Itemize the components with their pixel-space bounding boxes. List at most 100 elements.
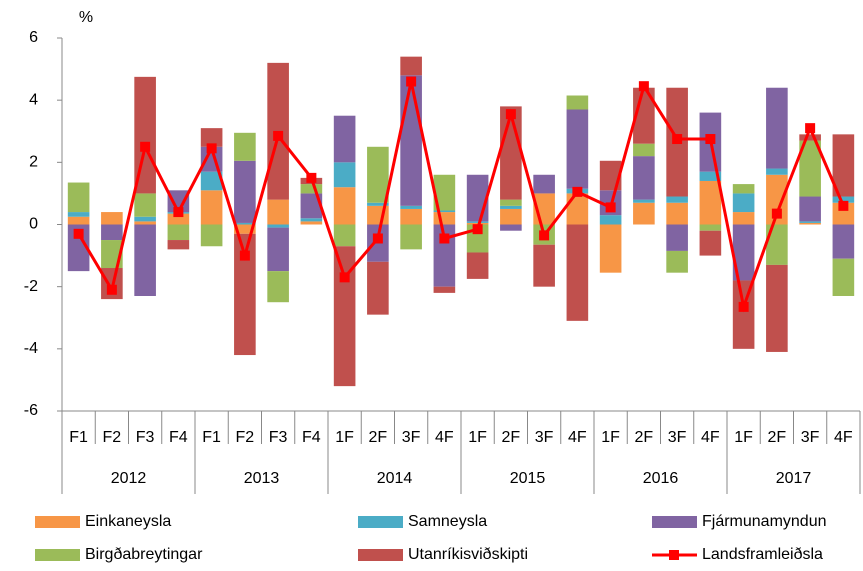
bar [167,190,190,213]
line-marker [672,134,683,145]
legend-label: Samneysla [408,513,487,530]
x-tick-label: F1 [69,429,88,446]
bar [433,212,456,225]
x-tick-label: 3F [801,429,820,446]
legend-swatch [652,516,697,528]
bar [832,134,855,197]
line-marker [638,81,649,92]
x-group-label: 2013 [244,470,280,487]
x-tick-label: 3F [402,429,421,446]
x-tick-label: 1F [468,429,487,446]
line-marker [605,202,616,213]
line-marker [805,123,816,134]
line-marker [838,200,849,211]
bar [333,187,356,225]
x-tick-label: F3 [136,429,155,446]
x-tick-label: 4F [568,429,587,446]
bar [699,224,722,231]
bar [367,146,389,203]
line-marker [306,172,317,183]
x-tick-label: 4F [435,429,454,446]
legend-swatch [35,516,80,528]
line-marker [738,301,749,312]
bar [200,171,223,191]
bar [134,193,156,217]
bar [333,115,356,163]
legend-swatch [669,550,679,560]
bar [67,212,90,217]
legend-swatch [358,549,403,561]
legend-swatch [35,549,80,561]
y-tick-label: 2 [29,154,38,171]
bar [466,252,489,279]
bar [134,216,156,222]
legend-label: Utanríkisviðskipti [408,546,528,563]
bar [234,222,256,225]
bar [566,193,589,225]
bar [633,143,655,157]
bar [799,140,821,197]
bar [167,213,190,225]
bar [699,171,722,181]
bar [234,132,256,161]
y-axis-label: % [79,9,93,26]
line-marker [439,233,450,244]
bar [167,224,190,241]
legend-swatch [358,516,403,528]
bar [699,230,722,256]
bar [533,174,555,194]
bar [433,224,456,287]
legend-label: Birgðabreytingar [85,546,203,563]
bar [433,286,456,293]
bar [400,224,422,250]
bar [400,208,422,225]
x-group-label: 2017 [776,470,812,487]
bar [799,196,821,222]
bar [67,216,90,225]
bar [799,221,821,223]
line-marker [771,208,782,219]
line-marker [273,130,284,141]
x-tick-label: 2F [369,429,388,446]
x-tick-label: F2 [103,429,122,446]
bar [500,208,522,225]
bar [832,258,855,296]
bar [400,75,422,206]
line-marker [239,250,250,261]
bar [400,205,422,209]
bar [766,224,788,265]
x-tick-label: 3F [535,429,554,446]
bar [466,221,489,223]
bar [500,199,522,206]
bar [732,193,755,213]
bar [367,261,389,315]
bar [732,212,755,225]
line-marker [572,186,583,197]
bar [599,224,622,273]
bar [666,250,688,273]
y-tick-label: -4 [24,340,38,357]
bar [101,212,123,225]
line-marker [472,224,483,235]
bar [200,190,223,225]
line-marker [505,109,516,120]
bar [367,202,389,206]
bar [633,156,655,200]
line-marker [173,207,184,218]
legend-label: Landsframleiðsla [702,546,823,563]
bar [101,224,123,241]
bar [167,240,190,250]
bar [67,182,90,213]
x-tick-label: F4 [169,429,188,446]
bar [500,224,522,231]
bar [766,264,788,352]
line [77,81,845,313]
bar [732,280,755,349]
bar [200,224,223,247]
bar [234,224,256,234]
x-tick-label: 1F [335,429,354,446]
x-tick-label: F1 [202,429,221,446]
bar [766,174,788,225]
bar [533,244,555,287]
